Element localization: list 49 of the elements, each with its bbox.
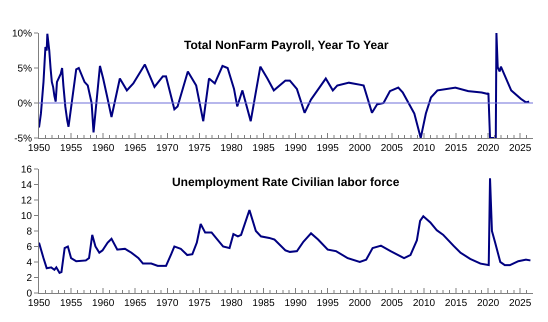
y-tick-label: 5% xyxy=(18,64,32,75)
x-tick-label: 2025 xyxy=(509,142,532,154)
x-tick-label: 2020 xyxy=(476,142,500,154)
x-tick-label: 2005 xyxy=(380,298,404,309)
x-tick-label: 1995 xyxy=(316,298,340,309)
x-tick-label: 1970 xyxy=(156,142,179,154)
x-tick-label: 2015 xyxy=(444,142,468,154)
x-tick-label: 2020 xyxy=(476,298,500,309)
x-tick-label: 2025 xyxy=(509,298,532,309)
y-tick-label: 16 xyxy=(20,164,32,176)
y-tick-label: -5% xyxy=(14,133,32,144)
x-tick-label: 1985 xyxy=(252,142,276,154)
x-tick-label: 1960 xyxy=(92,142,115,154)
x-tick-label: 2010 xyxy=(412,142,436,154)
x-tick-label: 1995 xyxy=(316,142,340,154)
y-tick-label: 0 xyxy=(26,288,32,300)
text: Unemployment Rate Civilian labor force xyxy=(172,175,400,189)
x-tick-label: 1965 xyxy=(124,298,147,309)
x-tick-label: 1975 xyxy=(188,298,211,309)
x-tick-label: 1990 xyxy=(284,298,308,309)
y-tick-label: 10% xyxy=(12,28,32,40)
x-tick-label: 1960 xyxy=(92,298,115,309)
x-tick-label: 1980 xyxy=(220,298,244,309)
x-tick-label: 2005 xyxy=(380,142,404,154)
y-tick-label: 2 xyxy=(26,273,32,284)
x-tick-label: 1955 xyxy=(60,298,83,309)
y-tick-label: 4 xyxy=(26,258,32,268)
x-tick-label: 2010 xyxy=(412,298,436,309)
x-tick-label: 1970 xyxy=(156,298,179,309)
x-tick-label: 1985 xyxy=(252,298,276,309)
x-tick-label: 1990 xyxy=(284,142,308,154)
y-tick-label: 12 xyxy=(20,195,32,206)
y-tick-label: 8 xyxy=(26,226,32,238)
x-tick-label: 1955 xyxy=(60,142,83,154)
x-tick-label: 1950 xyxy=(28,142,51,154)
text: Total NonFarm Payroll, Year To Year xyxy=(184,38,389,52)
line-series xyxy=(39,33,530,138)
x-tick-label: 2000 xyxy=(348,142,372,154)
x-tick-label: 1980 xyxy=(220,142,244,154)
x-tick-label: 2015 xyxy=(444,298,468,309)
y-tick-label: 6 xyxy=(26,242,32,253)
y-tick-label: 10 xyxy=(20,210,32,222)
x-tick-label: 1975 xyxy=(188,142,211,154)
line-series xyxy=(39,177,532,274)
x-tick-label: 2000 xyxy=(348,298,372,309)
y-tick-label: 0% xyxy=(18,98,32,110)
y-tick-label: 14 xyxy=(20,180,32,191)
x-tick-label: 1950 xyxy=(28,298,51,309)
x-tick-label: 1965 xyxy=(124,142,147,154)
